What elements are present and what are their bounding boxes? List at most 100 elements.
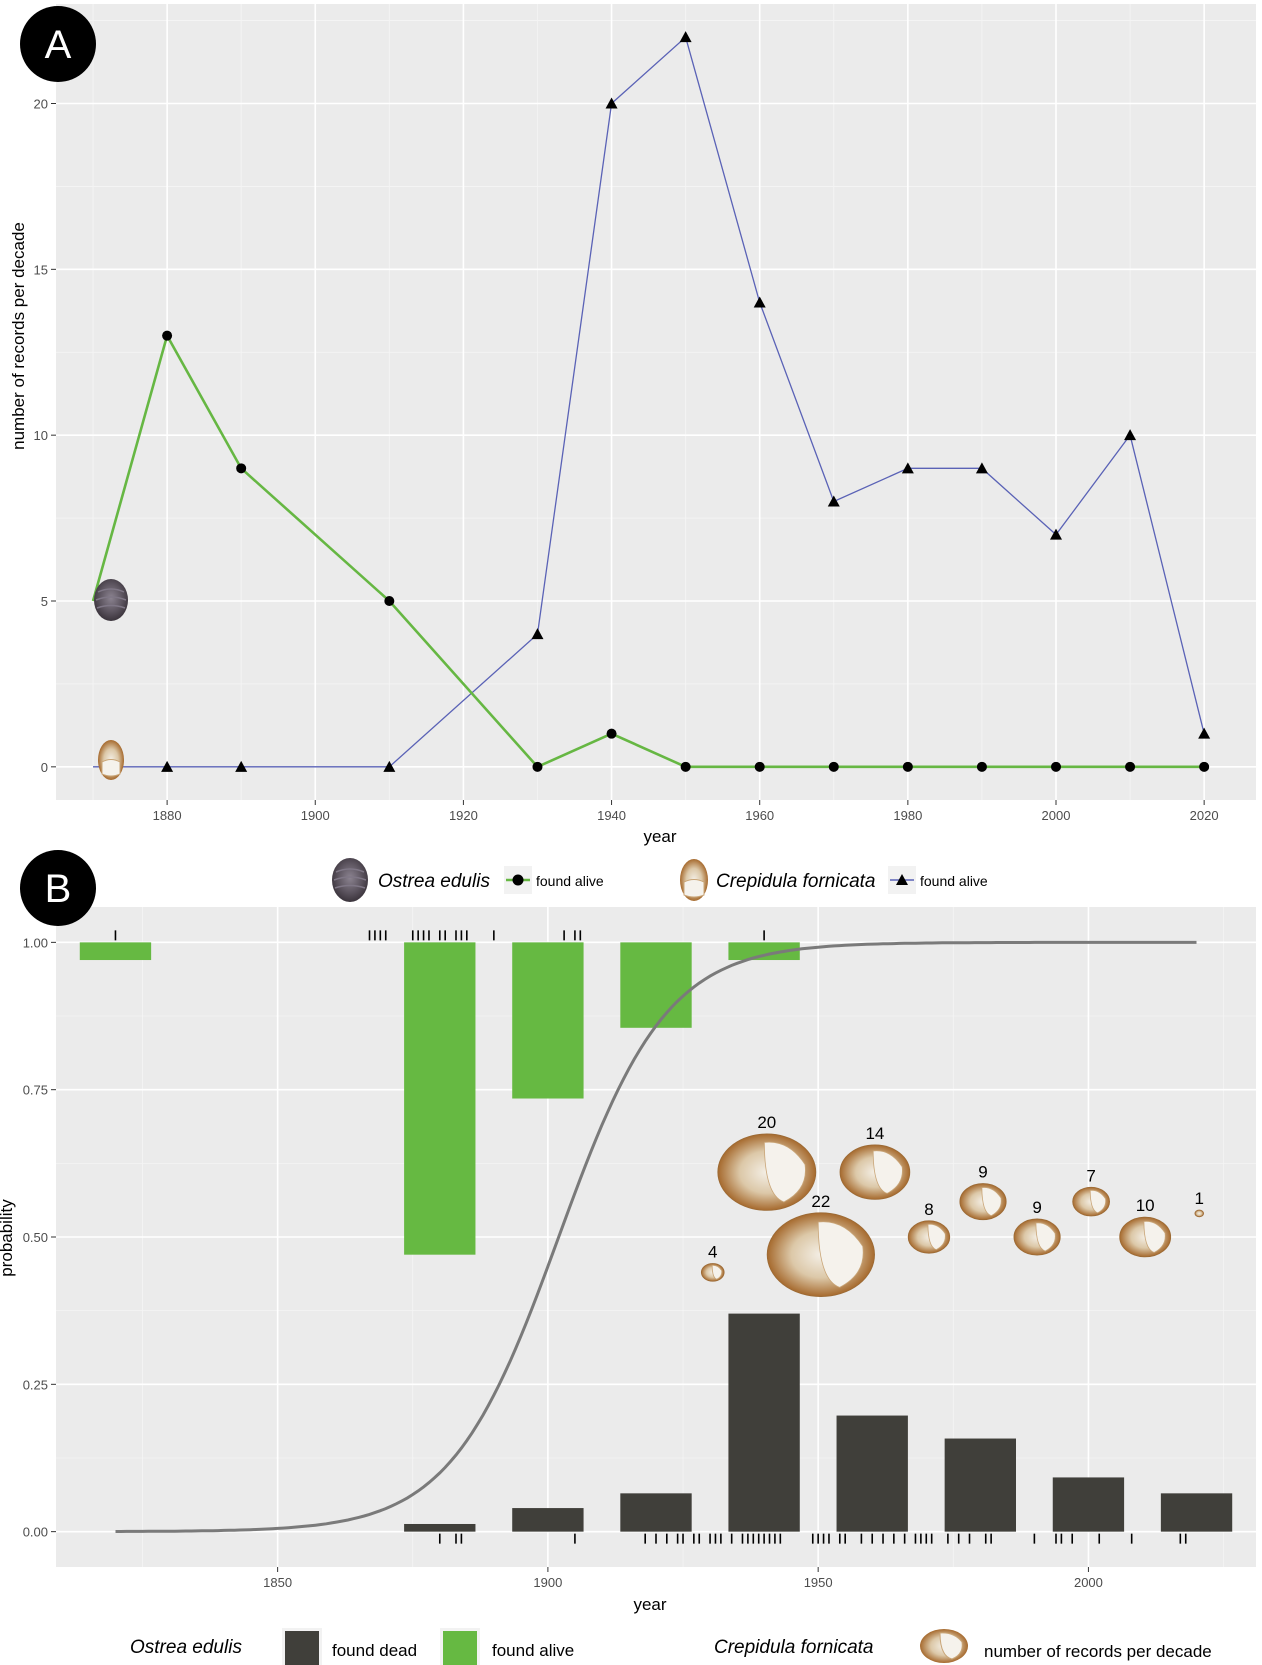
crepidula-point [753,296,766,308]
shell-interior [981,1187,1002,1217]
ostrea-point [828,761,839,772]
ostrea-point [606,728,617,739]
legend-a-key-ostrea-marker [512,874,524,886]
crepidula-point [679,31,692,43]
panel-a-series [91,31,1211,772]
legend-a-found-alive-ostrea: found alive [536,873,604,889]
panel-b-letter: B [45,867,72,911]
crepidula-shell-count-marker [766,1212,875,1297]
x-tick-label: 1850 [263,1575,292,1590]
found-alive-bar [404,942,476,1255]
y-tick-label: 1.00 [23,935,48,950]
crepidula-point [901,462,914,474]
crepidula-point [235,760,248,772]
panel-a-letter: A [45,23,72,67]
ostrea-point [384,596,395,606]
x-tick-label: 2000 [1074,1575,1103,1590]
crepidula-point [1050,528,1062,540]
panel-a: 1880 1900 1920 1940 1960 1980 2000 2020 0 5 10 15 20… [9,4,1256,902]
crepidula-point [605,97,618,109]
ostrea-line [91,332,1205,769]
panel-a-background [56,4,1256,800]
x-tick-label: 2000 [1042,808,1071,823]
x-tick-label: 1900 [533,1575,562,1590]
crepidula-shell-count-marker [907,1220,951,1254]
legend-b-found-dead: found dead [332,1641,417,1660]
legend-b-dead-key-swatch [285,1631,319,1665]
panel-b-badge [20,850,96,926]
crepidula-shell-count-marker [1119,1216,1172,1258]
shell-interior [1143,1220,1166,1253]
x-tick-label: 1940 [597,808,626,823]
x-tick-label: 1920 [449,808,478,823]
crepidula-line [93,35,1205,768]
records-count-label: 7 [1086,1166,1095,1185]
crepidula-shell-count-marker [959,1183,1007,1221]
records-count-label: 14 [865,1124,884,1143]
x-tick-label: 1950 [804,1575,833,1590]
found-alive-bar [620,942,692,1028]
legend-a-key-crepidula-marker [896,874,908,885]
panel-a-tick-labels: 1880 1900 1920 1940 1960 1980 2000 2020 0 5 10 15 20 [34,97,1219,824]
shell-interior [817,1221,864,1288]
ostrea-point [754,761,765,772]
panel-a-legend: Ostrea edulis found alive Crepidula forn… [332,858,988,902]
crepidula-shell-icon [98,740,124,780]
crepidula-shell-count-marker [1013,1218,1061,1256]
ostrea-point [976,761,987,772]
records-count-label: 4 [708,1242,717,1261]
shell-interior [1035,1222,1056,1252]
legend-b-found-alive: found alive [492,1641,574,1660]
panel-b-rugs [114,930,1187,1544]
ostrea-point [162,330,173,341]
crepidula-shell-count-marker [839,1144,911,1200]
x-tick-label: 1880 [153,808,182,823]
shell-interior [927,1223,946,1251]
found-dead-bar [1160,1493,1233,1532]
crepidula-shell-count-marker [1072,1186,1110,1217]
x-tick-label: 1900 [301,808,330,823]
crepidula-point [161,760,174,772]
shell-interior [872,1150,903,1194]
legend-a-species-crepidula: Crepidula fornicata [716,871,875,892]
y-tick-label: 20 [34,97,48,112]
panel-b-records-per-decade: 4 20 22 14 8 9 9 7 10 1 [700,1113,1204,1297]
y-tick-label: 0.50 [23,1230,48,1245]
found-dead-bar [944,1438,1016,1532]
shell-interior [763,1141,806,1203]
crepidula-point [531,628,544,640]
y-tick-label: 5 [41,594,48,609]
ostrea-point [680,761,691,772]
panel-b: 1850 1900 1950 2000 0.00 0.25 0.50 0.75 1.00 4 20… [0,850,1256,1665]
crepidula-shell-count-marker [700,1263,725,1282]
ostrea-point [532,761,543,772]
legend-crepidula-shell-icon [680,859,708,901]
panel-a-x-axis-title: year [643,827,676,846]
legend-b-species-ostrea: Ostrea edulis [130,1637,242,1658]
records-count-label: 10 [1136,1196,1155,1215]
panel-b-bars [79,942,1233,1532]
found-dead-bar [404,1523,476,1532]
crepidula-shell-count-marker [717,1133,817,1211]
crepidula-point [383,760,396,772]
records-count-label: 8 [924,1200,933,1219]
records-count-label: 22 [811,1192,830,1211]
panel-a-badge [20,6,96,82]
y-tick-label: 0 [41,760,48,775]
y-tick-label: 15 [34,262,48,277]
x-tick-label: 1980 [893,808,922,823]
ostrea-point [1051,761,1061,772]
found-alive-bar [79,942,152,961]
found-dead-bar [728,1313,800,1532]
panel-b-curve [115,940,1197,1533]
y-tick-label: 0.75 [23,1083,48,1098]
legend-a-species-ostrea: Ostrea edulis [378,871,490,892]
shell-interior [1089,1189,1107,1214]
panel-b-x-axis-title: year [633,1595,666,1614]
found-dead-bar [836,1415,908,1532]
records-count-label: 1 [1195,1189,1204,1208]
legend-b-records-per-decade: number of records per decade [984,1642,1212,1661]
panel-a-y-axis-title: number of records per decade [9,222,28,450]
panel-b-tick-labels: 1850 1900 1950 2000 0.00 0.25 0.50 0.75 1.00 [23,935,1103,1590]
